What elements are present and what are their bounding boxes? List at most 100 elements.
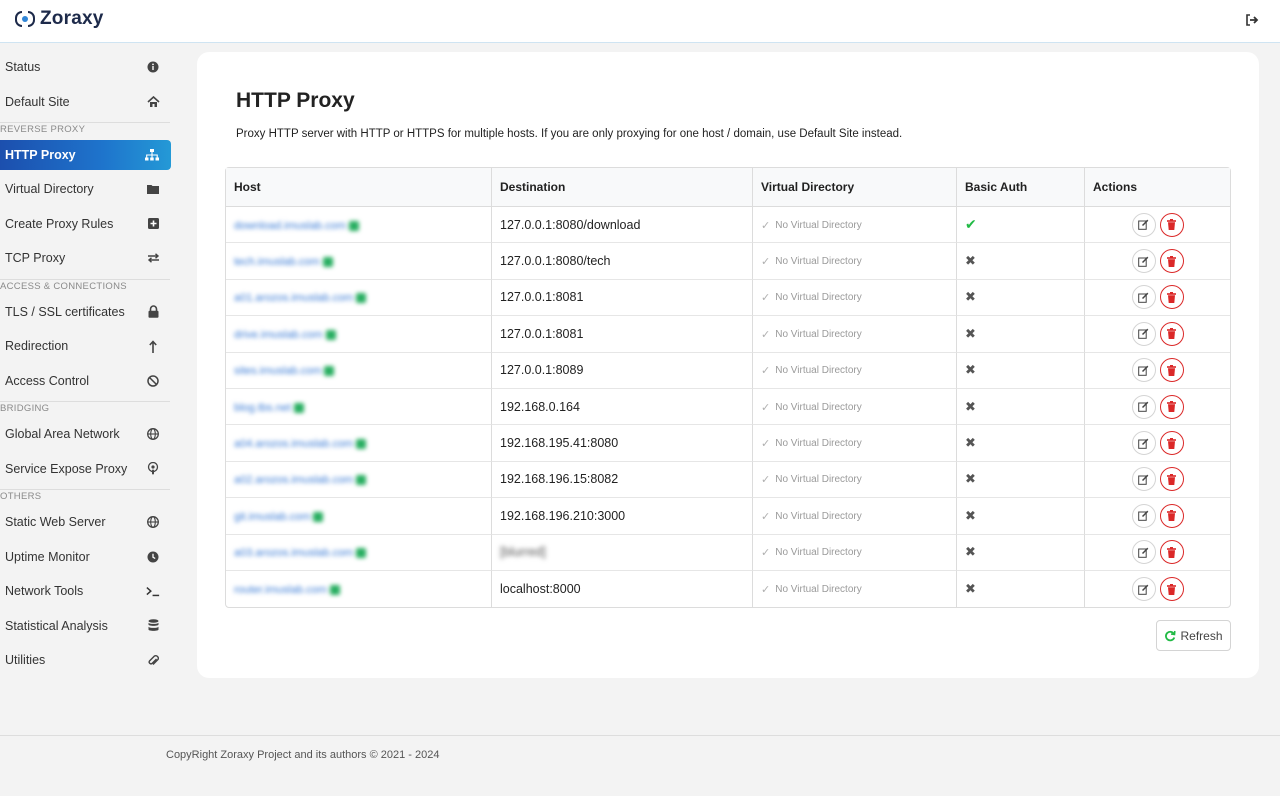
- sidebar-item-service-expose-proxy[interactable]: Service Expose Proxy: [0, 452, 172, 487]
- edit-button[interactable]: [1131, 394, 1156, 419]
- virtual-directory-text: No Virtual Directory: [775, 256, 862, 268]
- delete-button[interactable]: [1159, 431, 1184, 456]
- check-icon: ✓: [761, 292, 771, 305]
- sidebar-item-create-proxy-rules[interactable]: Create Proxy Rules: [0, 207, 172, 242]
- delete-button[interactable]: [1159, 321, 1184, 346]
- globe-icon: [146, 515, 160, 529]
- column-header-host: Host: [226, 168, 492, 207]
- cross-icon: ✖: [965, 362, 976, 378]
- delete-button[interactable]: [1159, 467, 1184, 492]
- delete-button[interactable]: [1159, 577, 1184, 602]
- edit-button[interactable]: [1131, 321, 1156, 346]
- folder-icon: [146, 182, 160, 196]
- table-row: a03.arozos.imuslab.com [blurred] ✓ No Virtu…: [226, 534, 1230, 571]
- host-link[interactable]: a04.arozos.imuslab.com: [234, 438, 367, 450]
- info-circle-icon: [146, 60, 160, 74]
- sidebar-item-virtual-directory[interactable]: Virtual Directory: [0, 172, 172, 207]
- basic-auth-cell: ✖: [957, 498, 1085, 535]
- host-cell: sites.imuslab.com: [226, 352, 492, 389]
- sidebar-item-default-site[interactable]: Default Site: [0, 85, 172, 120]
- host-link[interactable]: blog.tbs.net: [234, 402, 304, 414]
- refresh-button[interactable]: Refresh: [1156, 620, 1231, 651]
- trash-icon: [1167, 255, 1176, 267]
- edit-button[interactable]: [1131, 467, 1156, 492]
- sidebar-item-tls-ssl-certificates[interactable]: TLS / SSL certificates: [0, 295, 172, 330]
- host-cell: blog.tbs.net: [226, 388, 492, 426]
- edit-icon: [1138, 292, 1149, 303]
- sidebar-item-label: Network Tools: [5, 584, 84, 599]
- edit-button[interactable]: [1131, 212, 1156, 237]
- basic-auth-cell: ✖: [957, 316, 1085, 353]
- edit-button[interactable]: [1131, 431, 1156, 456]
- host-text: a03.arozos.imuslab.com: [234, 547, 354, 560]
- host-link[interactable]: router.imuslab.com: [234, 584, 340, 596]
- edit-button[interactable]: [1131, 285, 1156, 310]
- sidebar-item-global-area-network[interactable]: Global Area Network: [0, 417, 172, 452]
- host-link[interactable]: sites.imuslab.com: [234, 365, 335, 378]
- basic-auth-cell: ✖: [957, 425, 1085, 462]
- cross-icon: ✖: [965, 398, 976, 414]
- delete-button[interactable]: [1159, 249, 1184, 274]
- main-card: HTTP Proxy Proxy HTTP server with HTTP o…: [197, 52, 1259, 678]
- host-cell: a03.arozos.imuslab.com: [226, 534, 492, 571]
- check-icon: ✓: [761, 547, 771, 560]
- edit-button[interactable]: [1131, 540, 1156, 565]
- edit-icon: [1138, 329, 1149, 340]
- sidebar-item-tcp-proxy[interactable]: TCP Proxy: [0, 241, 172, 276]
- sidebar-item-network-tools[interactable]: Network Tools: [0, 574, 172, 609]
- sidebar-item-static-web-server[interactable]: Static Web Server: [0, 505, 172, 540]
- actions-cell: [1085, 243, 1230, 280]
- sidebar-section-header: ACCESS & CONNECTIONS: [0, 278, 170, 295]
- sidebar-section-header: OTHERS: [0, 489, 170, 505]
- lock-icon: [322, 257, 333, 268]
- virtual-directory-cell: ✓ No Virtual Directory: [753, 388, 957, 426]
- sidebar-item-status[interactable]: Status: [0, 50, 172, 85]
- delete-button[interactable]: [1159, 358, 1184, 383]
- sidebar-item-http-proxy[interactable]: HTTP Proxy: [0, 140, 171, 170]
- host-link[interactable]: tech.imuslab.com: [234, 256, 333, 268]
- sidebar-item-utilities[interactable]: Utilities: [0, 643, 172, 678]
- host-link[interactable]: drive.imuslab.com: [234, 329, 336, 341]
- app-logo[interactable]: Zoraxy: [14, 8, 104, 30]
- delete-button[interactable]: [1159, 394, 1184, 419]
- host-link[interactable]: a02.arozos.imuslab.com: [234, 474, 367, 486]
- sidebar-item-redirection[interactable]: Redirection: [0, 329, 172, 364]
- host-link[interactable]: a01.arozos.imuslab.com: [234, 292, 367, 304]
- edit-icon: [1138, 474, 1149, 485]
- zoraxy-logo-icon: [14, 8, 36, 30]
- delete-button[interactable]: [1159, 540, 1184, 565]
- host-text: sites.imuslab.com: [234, 365, 322, 378]
- edit-button[interactable]: [1131, 358, 1156, 383]
- check-icon: ✓: [761, 401, 771, 414]
- logout-icon[interactable]: [1245, 13, 1259, 27]
- host-link[interactable]: a03.arozos.imuslab.com: [234, 547, 367, 560]
- edit-button[interactable]: [1131, 503, 1156, 528]
- sidebar-item-uptime-monitor[interactable]: Uptime Monitor: [0, 540, 172, 575]
- destination-cell: 127.0.0.1:8080/download: [492, 207, 753, 244]
- edit-button[interactable]: [1131, 249, 1156, 274]
- sidebar-item-access-control[interactable]: Access Control: [0, 364, 172, 399]
- lock-icon: [329, 585, 340, 596]
- delete-button[interactable]: [1159, 212, 1184, 237]
- delete-button[interactable]: [1159, 503, 1184, 528]
- trash-icon: [1167, 437, 1176, 449]
- host-link[interactable]: git.imuslab.com: [234, 511, 324, 523]
- destination-text: [blurred]: [500, 545, 546, 560]
- page-title: HTTP Proxy: [236, 89, 355, 112]
- refresh-label: Refresh: [1180, 628, 1223, 643]
- host-link[interactable]: download.imuslab.com: [234, 220, 359, 232]
- edit-button[interactable]: [1131, 577, 1156, 602]
- column-header-basic-auth: Basic Auth: [957, 168, 1085, 207]
- sidebar-item-statistical-analysis[interactable]: Statistical Analysis: [0, 609, 172, 644]
- lock-icon: [313, 511, 324, 522]
- virtual-directory-text: No Virtual Directory: [775, 438, 862, 450]
- host-text: blog.tbs.net: [234, 401, 291, 414]
- cross-icon: ✖: [965, 253, 976, 269]
- delete-button[interactable]: [1159, 285, 1184, 310]
- table-row: a02.arozos.imuslab.com 192.168.196.15:808…: [226, 461, 1230, 499]
- basic-auth-cell: ✖: [957, 534, 1085, 571]
- check-icon: ✓: [761, 219, 771, 232]
- actions-cell: [1085, 571, 1230, 607]
- cross-icon: ✖: [965, 325, 976, 341]
- host-cell: a01.arozos.imuslab.com: [226, 279, 492, 317]
